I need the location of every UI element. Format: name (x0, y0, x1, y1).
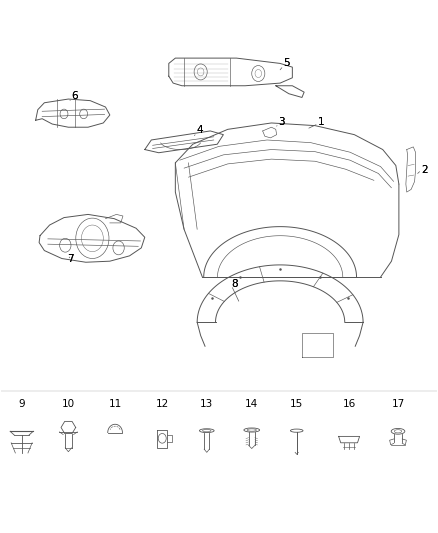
Text: 4: 4 (196, 125, 203, 135)
Text: 8: 8 (231, 279, 237, 288)
Text: 5: 5 (283, 59, 290, 68)
Text: 11: 11 (109, 399, 122, 409)
Text: 14: 14 (245, 399, 258, 409)
Text: 12: 12 (155, 399, 169, 409)
Text: 5: 5 (283, 59, 290, 68)
Text: 2: 2 (421, 165, 427, 175)
Text: 13: 13 (200, 399, 213, 409)
Text: 10: 10 (62, 399, 75, 409)
Text: 17: 17 (392, 399, 405, 409)
Text: 15: 15 (290, 399, 304, 409)
Text: 16: 16 (343, 399, 356, 409)
Text: 1: 1 (318, 117, 325, 127)
Text: 1: 1 (318, 117, 325, 127)
Text: 9: 9 (18, 399, 25, 409)
Text: 6: 6 (71, 91, 78, 101)
Text: 7: 7 (67, 254, 74, 263)
Text: 7: 7 (67, 254, 74, 263)
Text: 3: 3 (278, 117, 285, 127)
Text: 3: 3 (278, 117, 285, 127)
Text: 2: 2 (421, 165, 427, 175)
Text: 8: 8 (231, 279, 237, 288)
Text: 4: 4 (196, 125, 203, 135)
Text: 6: 6 (71, 91, 78, 101)
